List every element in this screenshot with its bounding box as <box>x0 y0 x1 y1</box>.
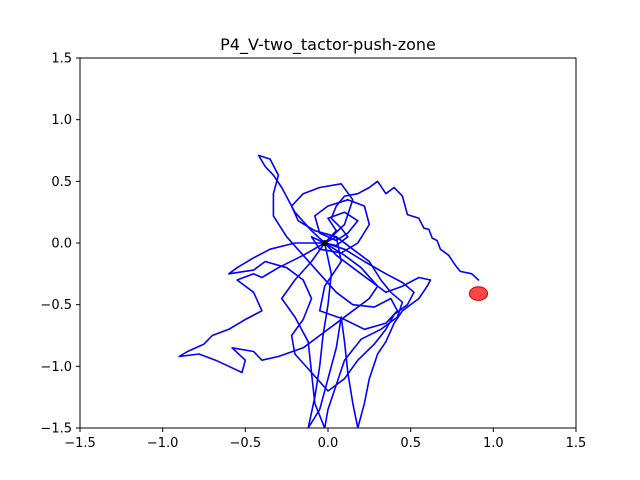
x-tick-label: −1.5 <box>64 436 96 451</box>
y-axis: −1.5 −1.0 −0.5 0.0 0.5 1.0 1.5 <box>40 52 80 437</box>
y-tick-label: 1.5 <box>51 52 72 67</box>
plot-area <box>178 154 489 428</box>
trajectory-segment-2 <box>257 154 399 331</box>
x-tick-label: −0.5 <box>230 436 262 451</box>
target-marker <box>468 286 489 301</box>
x-tick-label: −1.0 <box>147 436 179 451</box>
x-tick-label: 1.0 <box>483 436 504 451</box>
x-axis: −1.5 −1.0 −0.5 0.0 0.5 1.0 1.5 <box>64 428 586 451</box>
marker-layer <box>321 240 489 301</box>
origin-marker <box>321 240 328 246</box>
trajectory-segment-3 <box>178 242 379 374</box>
x-tick-label: 0.0 <box>318 436 339 451</box>
x-tick-label: 0.5 <box>400 436 421 451</box>
trajectory-segment-5 <box>280 183 404 428</box>
x-tick-label: 1.5 <box>566 436 587 451</box>
y-tick-label: −0.5 <box>40 298 72 313</box>
series-layer <box>178 154 480 428</box>
trajectory-segment-7 <box>228 242 415 392</box>
trajectory-segment-6 <box>310 199 371 254</box>
y-tick-label: −1.0 <box>40 360 72 375</box>
y-tick-label: −1.5 <box>40 422 72 437</box>
y-tick-label: 0.0 <box>51 237 72 252</box>
chart-title: P4_V-two_tactor-push-zone <box>220 35 436 55</box>
y-tick-label: 1.0 <box>51 113 72 128</box>
y-tick-label: 0.5 <box>51 175 72 190</box>
trajectory-segment-1 <box>323 180 480 281</box>
